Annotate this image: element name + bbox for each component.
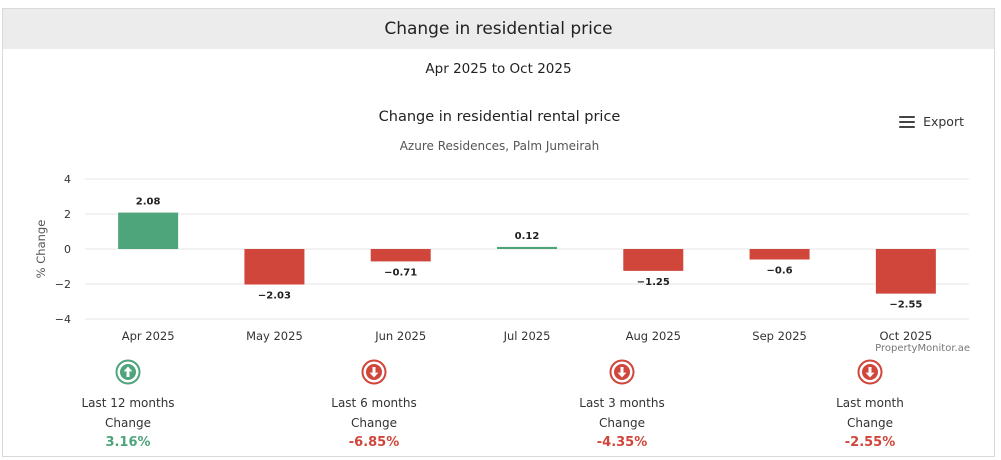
arrow-down-circle-icon: [361, 359, 387, 385]
data-label: 2.08: [136, 197, 161, 208]
data-label: −2.03: [258, 291, 291, 302]
stat-last-month: Last month Change -2.55%: [790, 359, 950, 453]
y-tick-label: −4: [55, 313, 71, 326]
stat-period: Last 3 months: [579, 396, 665, 410]
stat-label: Change: [105, 416, 151, 430]
data-label: −0.71: [384, 267, 417, 278]
bar: [623, 249, 684, 271]
arrow-up-circle-icon: [115, 359, 141, 385]
chart-title: Change in residential rental price: [378, 109, 621, 125]
bar: [749, 249, 810, 260]
y-axis-title: % Change: [34, 220, 48, 279]
menu-icon: [899, 115, 916, 128]
y-tick-label: 0: [64, 243, 71, 256]
bar: [370, 249, 431, 262]
data-label: −1.25: [637, 277, 670, 288]
stat-value: 3.16%: [105, 435, 151, 450]
x-tick-label: Jul 2025: [503, 329, 551, 343]
chart-container: Change in residential rental price Azure…: [3, 101, 996, 361]
y-tick-label: 2: [64, 208, 71, 221]
x-tick-label: Apr 2025: [122, 329, 175, 343]
bar: [497, 246, 557, 249]
stat-last-6-months: Last 6 months Change -6.85%: [294, 359, 454, 453]
stat-period: Last 12 months: [81, 396, 175, 410]
bar: [875, 249, 936, 294]
stat-value: -4.35%: [596, 435, 648, 450]
stat-label: Change: [351, 416, 397, 430]
data-label: −2.55: [889, 300, 922, 311]
bar: [244, 249, 305, 285]
data-label: 0.12: [515, 231, 540, 242]
stat-period: Last 6 months: [331, 396, 417, 410]
y-tick-label: −2: [55, 278, 71, 291]
x-tick-label: Aug 2025: [626, 329, 681, 343]
card-header: Change in residential price: [3, 9, 994, 49]
x-tick-label: Oct 2025: [879, 329, 932, 343]
x-tick-label: Jun 2025: [374, 329, 426, 343]
chart-credit: PropertyMonitor.ae: [875, 343, 970, 354]
export-label: Export: [923, 114, 964, 129]
stat-last-3-months: Last 3 months Change -4.35%: [542, 359, 702, 453]
bar: [118, 212, 179, 249]
arrow-down-circle-icon: [857, 359, 883, 385]
chart-subtitle: Azure Residences, Palm Jumeirah: [399, 139, 600, 153]
x-tick-label: Sep 2025: [752, 329, 807, 343]
stat-value: -6.85%: [348, 435, 400, 450]
stat-label: Change: [599, 416, 645, 430]
x-tick-label: May 2025: [246, 329, 303, 343]
price-change-card: Change in residential price Apr 2025 to …: [2, 8, 995, 457]
stat-value: -2.55%: [844, 435, 896, 450]
stat-label: Change: [847, 416, 893, 430]
y-tick-label: 4: [64, 173, 71, 186]
arrow-down-circle-icon: [609, 359, 635, 385]
card-title: Change in residential price: [384, 19, 613, 39]
period-range: Apr 2025 to Oct 2025: [425, 61, 572, 77]
bar-chart: 4 2 0 −2 −4 % Change 2.08 Apr 2025 −2.03 May 2025…: [34, 173, 969, 343]
stat-period: Last month: [836, 396, 904, 410]
stat-last-12-months: Last 12 months Change 3.16%: [48, 359, 208, 453]
data-label: −0.6: [767, 266, 793, 277]
export-button[interactable]: Export: [899, 114, 964, 129]
